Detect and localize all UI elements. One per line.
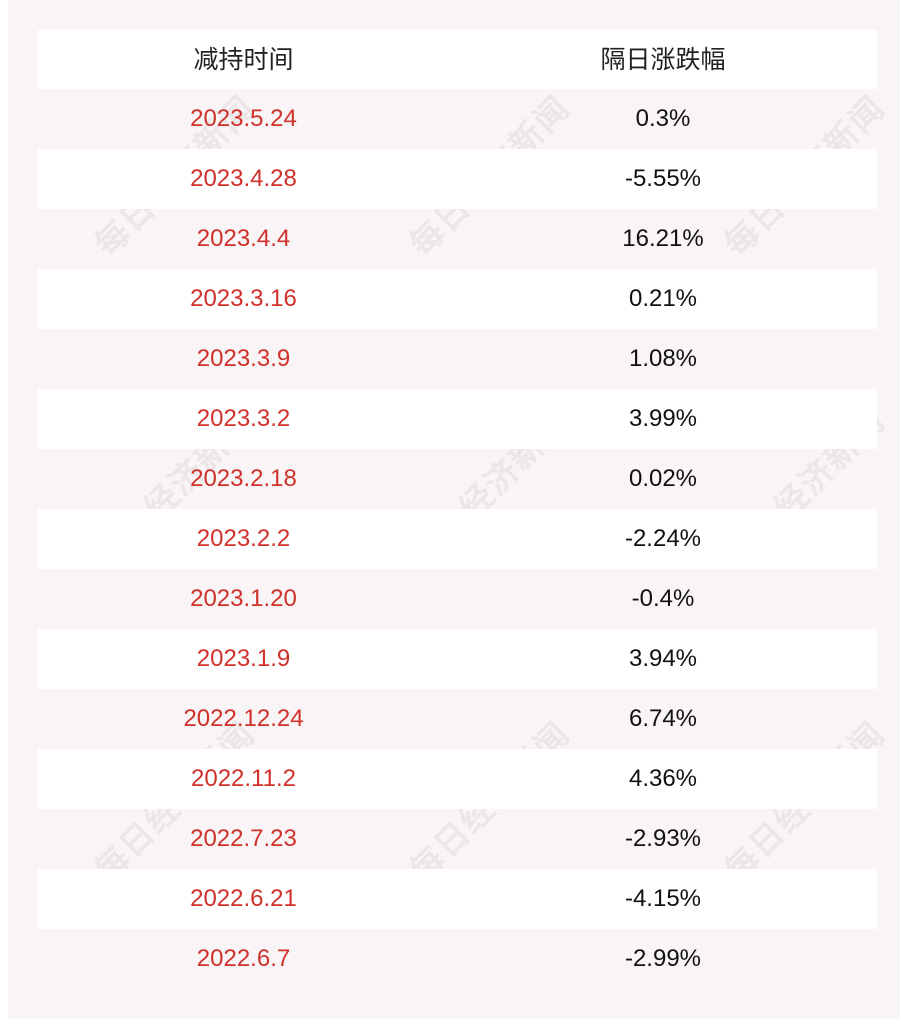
header-reduction-date: 减持时间 [193,45,294,74]
reduction-date-cell: 2022.11.2 [191,765,296,792]
reduction-date-cell: 2022.7.23 [190,825,297,852]
next-day-change-cell: -2.93% [624,825,702,852]
table-row: 2022.6.7 -2.99% [38,929,877,989]
reduction-table: 减持时间 隔日涨跌幅 2023.5.24 0.3% 2023.4.28 -5.5… [38,30,877,989]
reduction-date-cell: 2023.4.28 [190,165,297,192]
table-row: 2023.2.18 0.02% [38,449,877,509]
table-row: 2023.5.24 0.3% [38,89,877,149]
header-next-day-change: 隔日涨跌幅 [600,45,726,74]
next-day-change-cell: 4.36% [628,765,698,792]
table-row: 2023.1.20 -0.4% [38,569,877,629]
table-row: 2023.3.9 1.08% [38,329,877,389]
reduction-date-cell: 2023.1.9 [196,645,291,672]
table-row: 2022.7.23 -2.93% [38,809,877,869]
reduction-date-cell: 2023.3.9 [196,345,291,372]
table-row: 2022.6.21 -4.15% [38,869,877,929]
next-day-change-cell: 3.94% [628,645,698,672]
reduction-date-cell: 2023.4.4 [196,225,291,252]
table-row: 2023.3.16 0.21% [38,269,877,329]
reduction-date-cell: 2023.3.2 [196,405,291,432]
next-day-change-cell: 3.99% [628,405,698,432]
reduction-date-cell: 2023.3.16 [190,285,297,312]
reduction-date-cell: 2023.1.20 [190,585,297,612]
next-day-change-cell: 0.02% [628,465,698,492]
table-row: 2022.11.2 4.36% [38,749,877,809]
table-row: 2022.12.24 6.74% [38,689,877,749]
reduction-date-cell: 2022.6.21 [190,885,297,912]
table-row: 2023.4.4 16.21% [38,209,877,269]
table-row: 2023.2.2 -2.24% [38,509,877,569]
next-day-change-cell: 16.21% [622,225,704,252]
next-day-change-cell: 1.08% [628,345,698,372]
table-row: 2023.3.2 3.99% [38,389,877,449]
reduction-date-cell: 2022.6.7 [196,945,291,972]
next-day-change-cell: -5.55% [624,165,702,192]
table-header-row: 减持时间 隔日涨跌幅 [38,30,877,89]
next-day-change-cell: -2.99% [624,945,702,972]
next-day-change-cell: -0.4% [631,585,695,612]
reduction-date-cell: 2023.2.2 [196,525,291,552]
next-day-change-cell: -4.15% [624,885,702,912]
reduction-date-cell: 2022.12.24 [183,705,304,732]
reduction-date-cell: 2023.2.18 [190,465,297,492]
next-day-change-cell: 0.21% [628,285,698,312]
next-day-change-cell: 0.3% [635,105,691,132]
table-row: 2023.1.9 3.94% [38,629,877,689]
next-day-change-cell: 6.74% [628,705,698,732]
next-day-change-cell: -2.24% [624,525,702,552]
table-row: 2023.4.28 -5.55% [38,149,877,209]
reduction-date-cell: 2023.5.24 [190,105,297,132]
